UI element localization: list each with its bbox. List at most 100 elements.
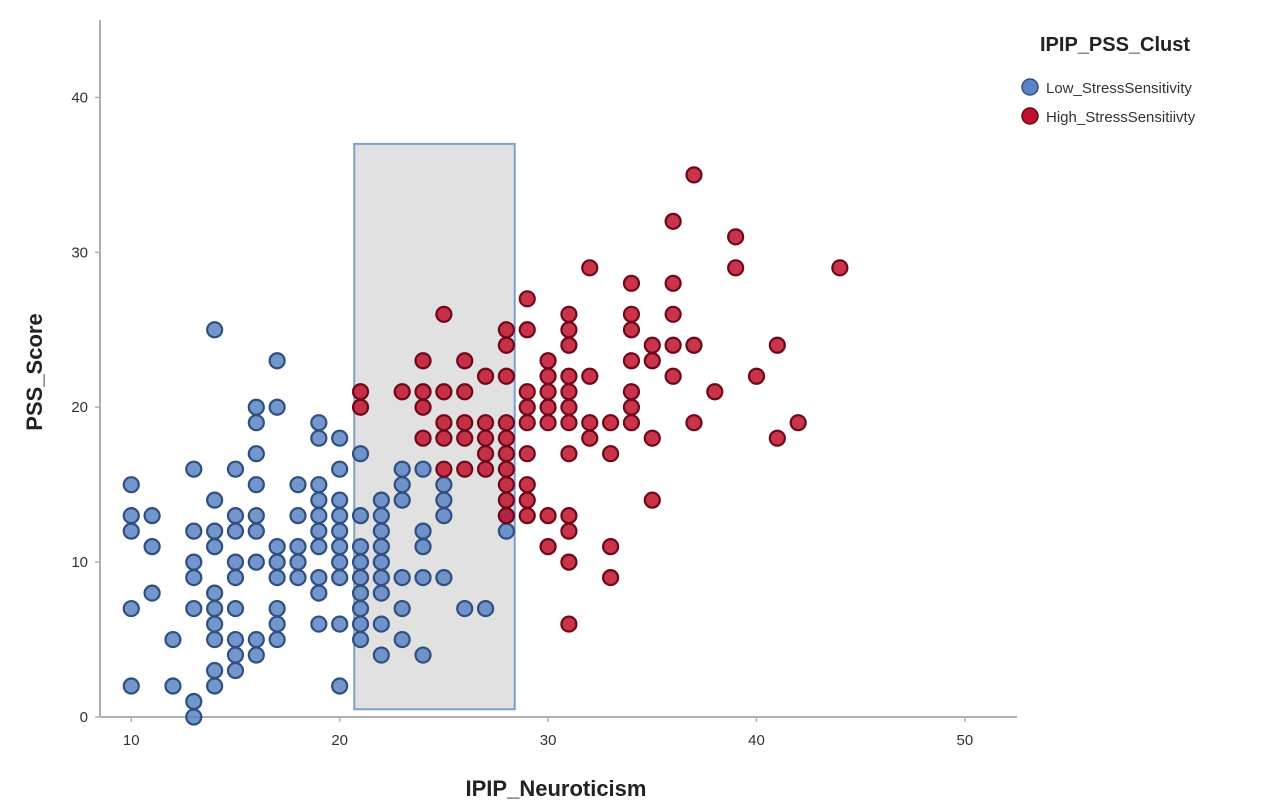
low-stress-point	[268, 398, 286, 416]
low-stress-point	[247, 398, 265, 416]
high-stress-point	[768, 336, 786, 354]
low-stress-point	[476, 599, 495, 618]
low-stress-point	[122, 507, 140, 525]
high-stress-point	[497, 445, 515, 463]
high-stress-point	[518, 507, 536, 525]
low-stress-point	[226, 553, 245, 571]
low-stress-point	[310, 522, 328, 540]
low-stress-point	[435, 507, 453, 525]
high-stress-point	[351, 398, 370, 416]
high-stress-point	[497, 507, 515, 525]
low-stress-point	[143, 584, 161, 602]
low-stress-point	[372, 553, 390, 571]
high-stress-point	[581, 429, 599, 447]
low-stress-point	[331, 429, 349, 447]
high-stress-point	[560, 305, 578, 323]
high-stress-point	[560, 553, 578, 571]
high-stress-point	[560, 321, 578, 339]
low-stress-point	[414, 538, 432, 556]
low-stress-point	[247, 414, 265, 432]
high-stress-point	[435, 383, 453, 401]
low-stress-point	[331, 507, 349, 525]
low-stress-point	[226, 599, 245, 618]
high-stress-point	[685, 336, 703, 354]
low-stress-point	[351, 507, 370, 525]
y-tick-label: 30	[71, 244, 88, 261]
low-stress-point	[268, 599, 286, 618]
high-stress-point	[539, 538, 557, 556]
low-stress-point	[310, 491, 328, 509]
low-stress-point	[268, 615, 286, 633]
low-stress-point	[185, 692, 203, 711]
low-stress-point	[331, 522, 349, 540]
high-stress-point	[560, 398, 578, 416]
legend-marker-high	[1021, 107, 1039, 125]
low-stress-point	[331, 460, 349, 478]
high-stress-point	[602, 445, 620, 463]
low-stress-point	[226, 646, 245, 664]
y-tick-label: 20	[71, 399, 88, 416]
low-stress-point	[226, 630, 245, 649]
low-stress-point	[268, 568, 286, 587]
low-stress-point	[226, 460, 245, 478]
low-stress-point	[372, 568, 390, 587]
low-stress-point	[185, 599, 203, 618]
low-stress-point	[289, 538, 307, 556]
low-stress-point	[206, 615, 224, 633]
high-stress-point	[497, 460, 515, 478]
high-stress-point	[539, 383, 557, 401]
low-stress-point	[247, 445, 265, 463]
axes	[99, 20, 1017, 718]
high-stress-point	[518, 445, 536, 463]
low-stress-point	[310, 476, 328, 494]
y-tick-label: 40	[71, 89, 88, 106]
low-stress-point	[247, 630, 265, 649]
low-stress-point	[414, 460, 432, 478]
low-stress-point	[393, 630, 411, 649]
legend-label-low: Low_StressSensitivity	[1046, 80, 1192, 97]
low-stress-point	[393, 599, 411, 618]
low-stress-point	[310, 429, 328, 447]
high-stress-point	[789, 414, 807, 432]
high-stress-point	[497, 429, 515, 447]
low-stress-point	[351, 538, 370, 556]
low-stress-point	[393, 568, 411, 587]
low-stress-point	[206, 599, 224, 618]
low-stress-point	[164, 677, 182, 695]
low-stress-point	[206, 321, 224, 339]
high-stress-point	[560, 336, 578, 354]
high-stress-point	[664, 336, 682, 354]
high-stress-point	[560, 445, 578, 463]
high-stress-point	[581, 367, 599, 385]
low-stress-point	[247, 646, 265, 664]
x-ticks: 10 20 30 40 50	[123, 717, 973, 749]
low-stress-point	[122, 522, 140, 540]
low-stress-point	[185, 460, 203, 478]
low-stress-point	[247, 553, 265, 571]
x-tick-label: 40	[748, 732, 765, 749]
low-stress-point	[289, 553, 307, 571]
high-stress-point	[622, 321, 641, 339]
high-stress-point	[476, 429, 495, 447]
low-stress-point	[164, 630, 182, 649]
low-stress-point	[310, 538, 328, 556]
low-stress-point	[351, 615, 370, 633]
high-stress-point	[831, 259, 849, 277]
low-stress-point	[247, 476, 265, 494]
legend: IPIP_PSS_Clust Low_StressSensitivity Hig…	[1021, 34, 1196, 126]
low-stress-point	[310, 568, 328, 587]
high-stress-point	[727, 259, 745, 277]
high-stress-point	[560, 522, 578, 540]
legend-label-high: High_StressSensitiivty	[1046, 109, 1196, 126]
low-stress-point	[310, 414, 328, 432]
low-stress-point	[414, 568, 432, 587]
low-stress-point	[268, 352, 286, 370]
low-stress-point	[122, 599, 140, 618]
low-stress-point	[185, 708, 203, 726]
high-stress-point	[622, 398, 641, 416]
high-stress-point	[706, 383, 724, 401]
y-axis-title: PSS_Score	[22, 313, 47, 430]
high-stress-point	[727, 228, 745, 246]
low-stress-point	[310, 584, 328, 602]
